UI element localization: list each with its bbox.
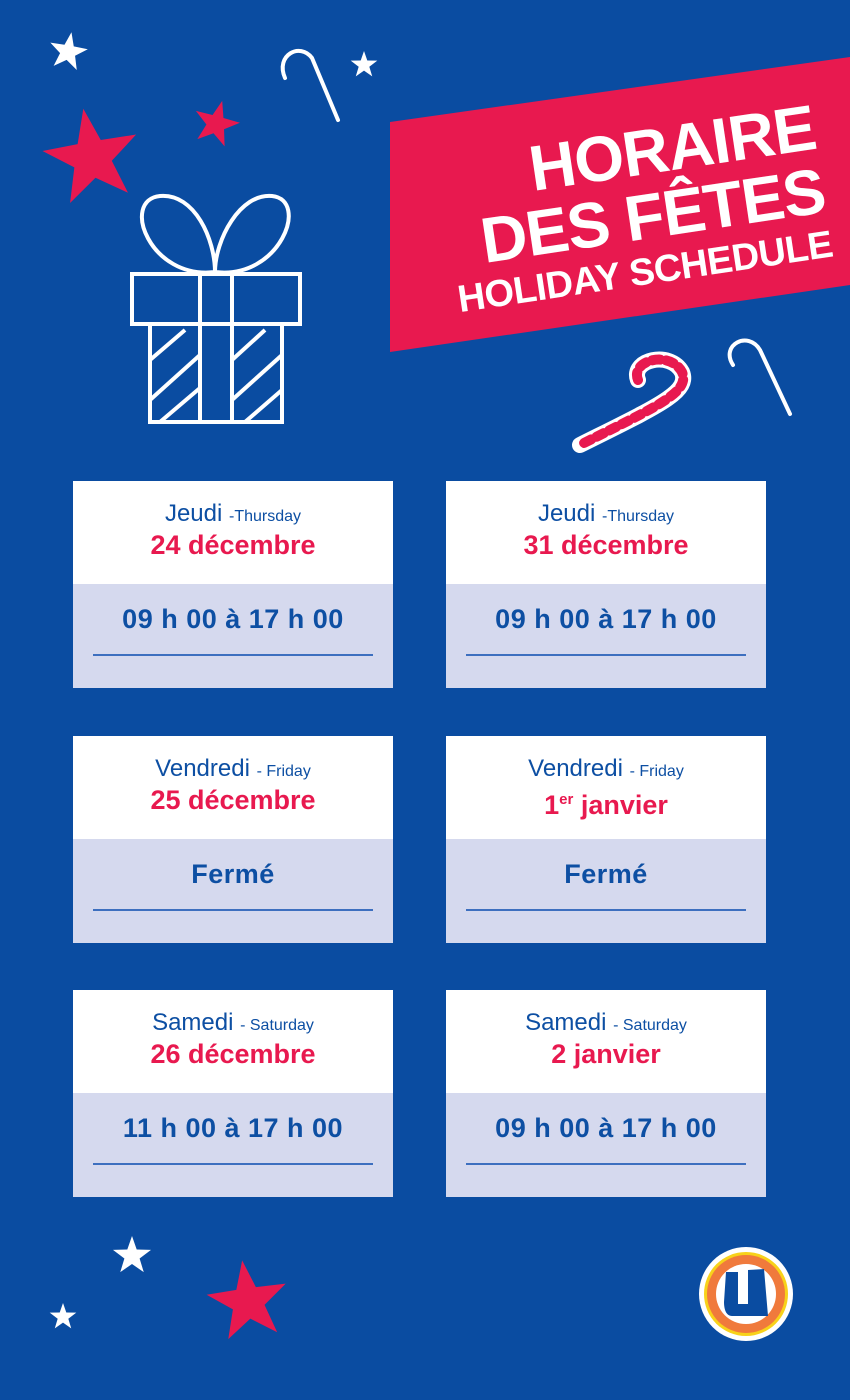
hours: Fermé xyxy=(191,859,275,889)
day-en: -Thursday xyxy=(229,508,302,525)
divider xyxy=(93,654,373,656)
day-en: - Saturday xyxy=(613,1017,687,1034)
day-en: - Saturday xyxy=(240,1017,314,1034)
gift-icon xyxy=(130,193,302,424)
hours: 09 h 00 à 17 h 00 xyxy=(122,604,344,634)
day-fr: Samedi xyxy=(525,1009,607,1036)
schedule-card: Jeudi -Thursday 31 décembre 09 h 00 à 17… xyxy=(446,481,766,688)
hours: 11 h 00 à 17 h 00 xyxy=(122,1113,344,1143)
hours: 09 h 00 à 17 h 00 xyxy=(495,604,717,634)
day-fr: Vendredi xyxy=(528,755,623,782)
day-fr: Jeudi xyxy=(164,500,223,527)
hours: 09 h 00 à 17 h 00 xyxy=(495,1113,717,1143)
date: 26 décembre xyxy=(150,1039,316,1069)
date: 31 décembre xyxy=(523,530,689,560)
divider xyxy=(466,909,746,911)
date-number: 1 xyxy=(544,790,560,820)
schedule-card: Vendredi - Friday 25 décembre Fermé xyxy=(73,736,393,943)
schedule-card: Vendredi - Friday 1er janvier Fermé xyxy=(446,736,766,943)
divider xyxy=(93,1163,373,1165)
day-fr: Jeudi xyxy=(537,500,596,527)
title-banner xyxy=(390,57,850,352)
divider xyxy=(466,654,746,656)
candy-cane-icon xyxy=(727,338,792,416)
date: 25 décembre xyxy=(150,785,316,815)
divider xyxy=(466,1163,746,1165)
divider xyxy=(93,909,373,911)
day-en: - Friday xyxy=(256,763,311,780)
candy-cane-icon xyxy=(572,351,692,453)
logo xyxy=(699,1247,793,1341)
date: 2 janvier xyxy=(551,1039,661,1069)
date-month: janvier xyxy=(573,790,668,820)
star-icon xyxy=(112,1236,152,1273)
star-icon xyxy=(188,94,245,149)
schedule-card: Samedi - Saturday 26 décembre 11 h 00 à … xyxy=(73,990,393,1197)
star-icon xyxy=(350,51,378,77)
schedule-card: Jeudi -Thursday 24 décembre 09 h 00 à 17… xyxy=(73,481,393,688)
star-icon xyxy=(36,100,146,207)
date-ordinal: er xyxy=(559,791,574,808)
date: 1er janvier xyxy=(446,785,766,820)
star-icon xyxy=(202,1254,293,1342)
schedule-card: Samedi - Saturday 2 janvier 09 h 00 à 17… xyxy=(446,990,766,1197)
day-en: -Thursday xyxy=(602,508,675,525)
hours: Fermé xyxy=(564,859,648,889)
day-fr: Samedi xyxy=(152,1009,234,1036)
candy-cane-icon xyxy=(280,48,340,122)
date: 24 décembre xyxy=(150,530,316,560)
day-en: - Friday xyxy=(629,763,684,780)
star-icon xyxy=(49,1303,77,1329)
star-icon xyxy=(46,29,91,72)
day-fr: Vendredi xyxy=(155,755,250,782)
